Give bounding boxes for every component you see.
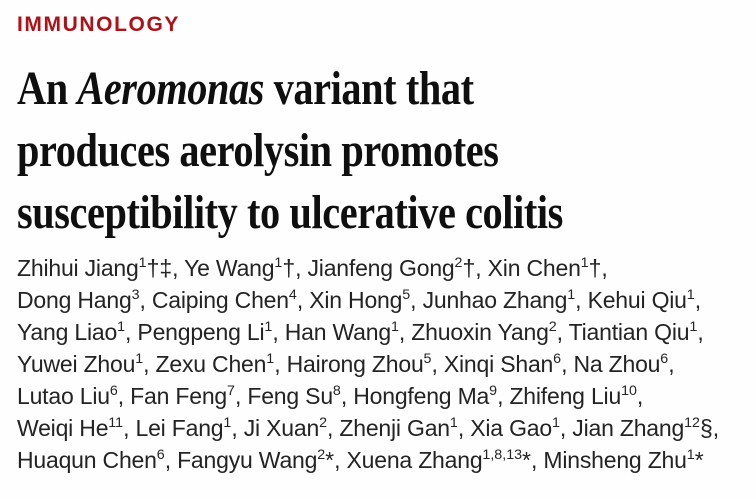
author-name: Jian Zhang12§, <box>572 414 719 441</box>
author-list: Zhihui Jiang1†‡, Ye Wang1†, Jianfeng Gon… <box>17 252 740 476</box>
affiliation-superscript: 1 <box>138 254 147 271</box>
author-note-symbol: * <box>325 447 335 473</box>
author-name: Ji Xuan2, <box>243 414 340 441</box>
author-name: Minsheng Zhu1* <box>543 446 704 473</box>
author-name: Yang Liao1, <box>17 318 138 345</box>
author-name: Feng Su8, <box>247 382 354 409</box>
affiliation-superscript: 6 <box>553 350 562 367</box>
author-name: Hongfeng Ma9, <box>353 382 510 409</box>
author-line: Huaqun Chen6, Fangyu Wang2*, Xuena Zhang… <box>17 444 740 476</box>
author-name: Zhenji Gan1, <box>339 414 471 441</box>
author-note-symbol: § <box>699 415 713 441</box>
author-name: Tiantian Qiu1, <box>568 318 704 345</box>
paper-title-line-2: produces aerolysin promotes <box>17 124 499 177</box>
author-name: Zhihui Jiang1†‡, <box>17 254 185 281</box>
affiliation-superscript: 9 <box>489 382 498 399</box>
section-kicker: IMMUNOLOGY <box>17 13 180 36</box>
affiliation-superscript: 2 <box>548 318 557 335</box>
author-name: Fan Feng7, <box>130 382 248 409</box>
paper-title-line-3: susceptibility to ulcerative colitis <box>17 186 563 239</box>
author-name: Na Zhou6, <box>573 350 675 377</box>
affiliation-superscript: 5 <box>423 350 432 367</box>
author-note-symbol: † <box>588 255 602 281</box>
affiliation-superscript: 1 <box>390 318 399 335</box>
affiliation-superscript: 2 <box>319 414 327 431</box>
affiliation-superscript: 1 <box>449 414 458 431</box>
author-name: Xuena Zhang1,8,13*, <box>346 446 544 473</box>
affiliation-superscript: 1 <box>689 318 698 335</box>
author-name: Kehui Qiu1, <box>587 286 702 313</box>
author-name: Huaqun Chen6, <box>17 446 178 473</box>
author-name: Zhuoxin Yang2, <box>411 318 569 345</box>
affiliation-superscript: 1 <box>135 350 144 367</box>
author-name: Xia Gao1, <box>470 414 573 441</box>
author-line: Zhihui Jiang1†‡, Ye Wang1†, Jianfeng Gon… <box>17 252 740 284</box>
affiliation-superscript: 5 <box>402 286 411 303</box>
affiliation-superscript: 1 <box>274 254 283 271</box>
author-note-symbol: † <box>462 255 476 281</box>
author-line: Yang Liao1, Pengpeng Li1, Han Wang1, Zhu… <box>17 316 740 348</box>
affiliation-superscript: 1 <box>266 350 275 367</box>
affiliation-superscript: 1 <box>223 414 232 431</box>
author-name: Lei Fang1, <box>135 414 244 441</box>
author-name: Hairong Zhou5, <box>286 350 444 377</box>
author-name: Xin Chen1†, <box>487 254 608 281</box>
paper-title: An Aeromonas variant that produces aerol… <box>17 58 740 244</box>
affiliation-superscript: 1 <box>686 446 695 463</box>
affiliation-superscript: 1,8,13 <box>482 446 523 463</box>
affiliation-superscript: 6 <box>156 446 165 463</box>
author-name: Jianfeng Gong2†, <box>307 254 488 281</box>
author-name: Lutao Liu6, <box>17 382 131 409</box>
author-name: Xin Hong5, <box>309 286 423 313</box>
affiliation-superscript: 1 <box>117 318 126 335</box>
author-name: Zhifeng Liu10, <box>509 382 644 409</box>
author-name: Fangyu Wang2*, <box>177 446 347 473</box>
affiliation-superscript: 2 <box>454 254 463 271</box>
author-name: Yuwei Zhou1, <box>17 350 156 377</box>
author-name: Xinqi Shan6, <box>443 350 574 377</box>
author-note-symbol: * <box>694 447 704 473</box>
affiliation-superscript: 1 <box>264 318 273 335</box>
author-line: Weiqi He11, Lei Fang1, Ji Xuan2, Zhenji … <box>17 412 740 444</box>
title-text-pre: An <box>17 62 78 115</box>
affiliation-superscript: 6 <box>109 382 118 399</box>
author-name: Zexu Chen1, <box>155 350 287 377</box>
author-note-symbol: † <box>282 255 296 281</box>
affiliation-superscript: 1 <box>567 286 576 303</box>
author-line: Lutao Liu6, Fan Feng7, Feng Su8, Hongfen… <box>17 380 740 412</box>
author-note-symbol: * <box>522 447 531 473</box>
affiliation-superscript: 8 <box>332 382 341 399</box>
title-genus-italic: Aeromonas <box>77 62 265 115</box>
author-name: Dong Hang3, <box>17 286 152 313</box>
author-name: Ye Wang1†, <box>184 254 308 281</box>
title-text-post: variant that <box>264 62 474 115</box>
affiliation-superscript: 10 <box>621 382 637 399</box>
affiliation-superscript: 3 <box>131 286 140 303</box>
affiliation-superscript: 1 <box>551 414 560 431</box>
author-name: Han Wang1, <box>284 318 412 345</box>
author-line: Yuwei Zhou1, Zexu Chen1, Hairong Zhou5, … <box>17 348 740 380</box>
affiliation-superscript: 1 <box>686 286 695 303</box>
author-note-symbol: †‡ <box>146 255 173 281</box>
affiliation-superscript: 12 <box>684 414 700 431</box>
author-name: Caiping Chen4, <box>151 286 310 313</box>
author-name: Junhao Zhang1, <box>422 286 588 313</box>
affiliation-superscript: 7 <box>227 382 235 399</box>
author-name: Weiqi He11, <box>17 414 136 441</box>
author-name: Pengpeng Li1, <box>137 318 285 345</box>
paper-title-line-1: An Aeromonas variant that <box>17 58 624 120</box>
affiliation-superscript: 6 <box>660 350 669 367</box>
affiliation-superscript: 11 <box>108 414 124 431</box>
affiliation-superscript: 2 <box>317 446 326 463</box>
affiliation-superscript: 1 <box>580 254 589 271</box>
affiliation-superscript: 4 <box>288 286 297 303</box>
author-line: Dong Hang3, Caiping Chen4, Xin Hong5, Ju… <box>17 284 740 316</box>
